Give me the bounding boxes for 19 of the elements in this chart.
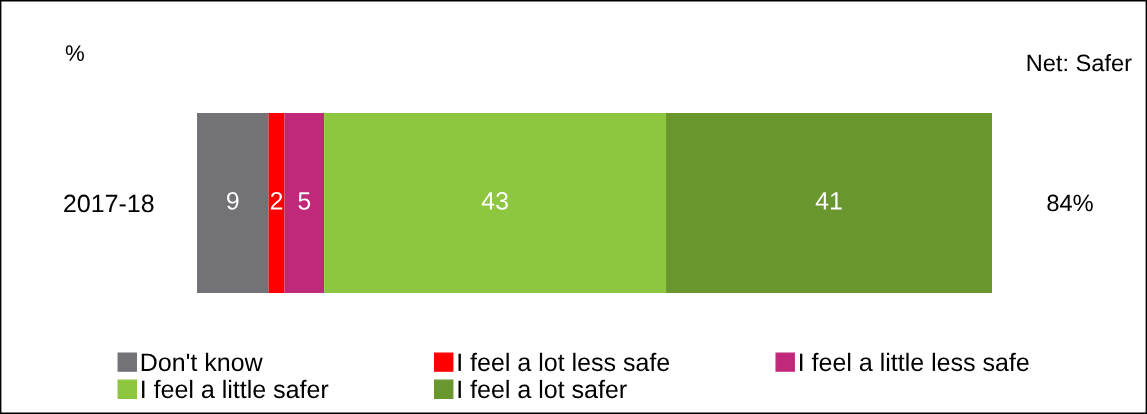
legend-label: Don't know — [141, 352, 263, 372]
data-label: 9 — [227, 192, 239, 210]
data-label: 41 — [815, 192, 842, 210]
legend-label: I feel a lot safer — [458, 379, 627, 399]
text: 84% — [1047, 194, 1093, 212]
text: % — [65, 45, 84, 61]
bar — [666, 113, 992, 293]
text: Net: Safer — [1027, 54, 1132, 72]
bar — [324, 113, 667, 293]
bar — [197, 113, 269, 293]
data-label: 5 — [298, 192, 311, 210]
bar — [284, 113, 325, 293]
y-tick-label: 2017-18 — [64, 194, 154, 213]
legend-label: I feel a little safer — [142, 379, 329, 399]
legend-label: I feel a lot less safe — [458, 352, 670, 372]
legend-label: I feel a little less safe — [800, 352, 1029, 372]
data-label: 43 — [481, 192, 508, 210]
bar — [268, 113, 285, 293]
data-label: 2 — [270, 192, 283, 210]
